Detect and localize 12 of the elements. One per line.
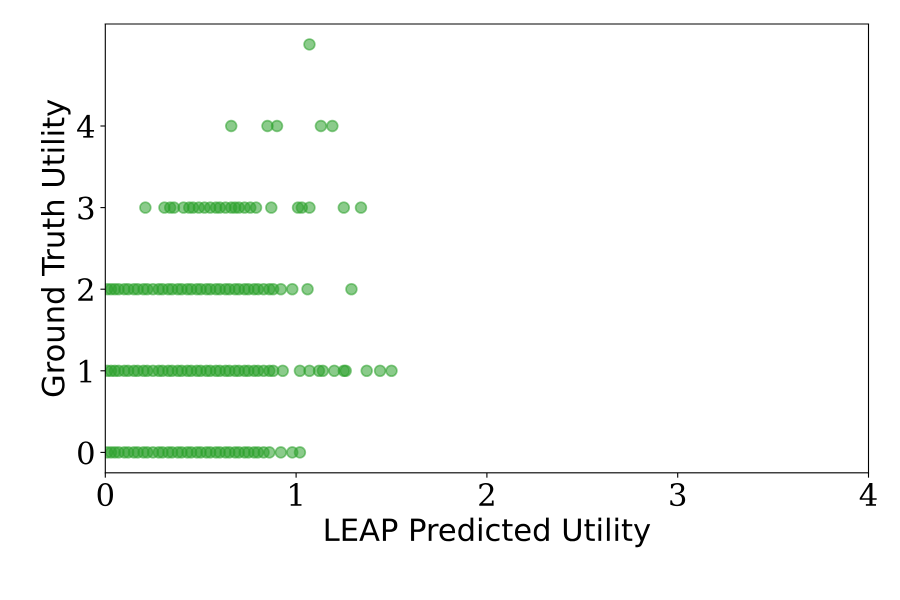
x-tick-label: 3: [670, 483, 686, 506]
y-axis-title: Ground Truth Utility: [41, 100, 71, 396]
x-tick-label: 4: [860, 483, 877, 506]
y-tick-label: 2: [78, 278, 93, 301]
x-tick-label: 1: [290, 483, 302, 506]
x-tick-label: 2: [479, 483, 494, 506]
x-tick-label: 0: [98, 483, 113, 506]
y-tick-label: 3: [78, 196, 94, 220]
y-tick-label: 0: [78, 441, 94, 464]
y-tick-label: 4: [77, 114, 94, 138]
x-axis-title: LEAP Predicted Utility: [326, 518, 650, 548]
y-tick-label: 1: [80, 360, 92, 382]
